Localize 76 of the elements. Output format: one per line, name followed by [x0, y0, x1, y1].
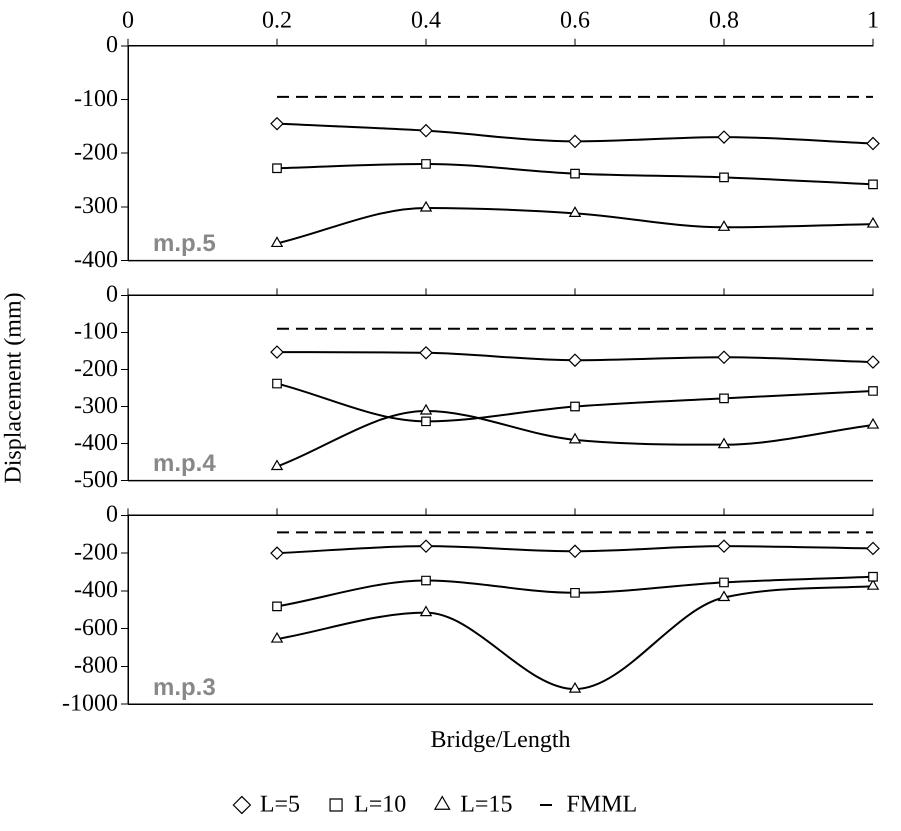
point	[568, 134, 582, 148]
y-tick-label: -300	[74, 392, 118, 419]
y-tick-label: -500	[74, 466, 118, 493]
y-tick-label: 0	[106, 282, 118, 308]
point	[718, 220, 730, 231]
point	[419, 124, 433, 138]
legend-label: L=5	[260, 791, 300, 818]
y-tick-label: -200	[74, 139, 118, 166]
annotation: m.p.5	[153, 230, 216, 258]
point	[568, 354, 582, 367]
point	[420, 201, 432, 212]
y-tick-label: 0	[106, 502, 118, 528]
y-axis-title: Displacement (mm)	[0, 292, 27, 484]
point	[569, 206, 581, 217]
point	[271, 236, 283, 248]
x-tick-label: 0.8	[709, 8, 739, 34]
y-tick-label: -400	[74, 577, 118, 604]
x-axis-title: Bridge/Length	[430, 726, 570, 753]
point	[719, 578, 729, 588]
point	[272, 602, 282, 612]
point	[270, 345, 284, 359]
point	[719, 172, 729, 182]
point	[868, 572, 878, 582]
point	[270, 546, 284, 560]
point	[868, 180, 878, 190]
annotation: m.p.4	[153, 450, 216, 478]
point	[568, 544, 582, 558]
y-tick-label: -1000	[62, 690, 118, 716]
point	[570, 168, 580, 178]
y-tick-label: -400	[74, 246, 118, 273]
legend-label: L=10	[354, 791, 406, 818]
y-tick-label: -100	[74, 86, 118, 112]
point	[421, 576, 431, 586]
x-tick-label: 0.6	[560, 8, 590, 34]
y-tick-label: -600	[74, 614, 118, 641]
y-tick-label: -300	[74, 193, 118, 220]
point	[272, 378, 282, 388]
point	[419, 540, 433, 553]
y-tick-label: -200	[74, 356, 118, 382]
x-tick-label: 1	[867, 8, 879, 34]
point	[718, 438, 730, 448]
point	[717, 130, 731, 144]
x-tick-label: 0.4	[411, 8, 441, 34]
y-tick-label: -100	[74, 318, 118, 345]
x-tick-label: 0	[122, 8, 134, 34]
y-tick-label: 0	[106, 32, 118, 58]
point	[866, 136, 880, 150]
point	[271, 632, 283, 643]
y-tick-label: -800	[74, 652, 118, 679]
point	[867, 418, 879, 429]
y-tick-label: -400	[74, 430, 118, 456]
point	[569, 682, 581, 693]
point	[866, 355, 880, 369]
point	[569, 433, 581, 444]
point	[419, 346, 433, 360]
point	[718, 590, 730, 602]
x-tick-label: 0.2	[262, 8, 292, 34]
point	[271, 460, 283, 470]
y-tick-label: -200	[74, 539, 118, 566]
point	[717, 540, 731, 553]
point	[420, 404, 432, 415]
point	[420, 606, 432, 616]
point	[270, 117, 284, 130]
point	[421, 416, 431, 426]
legend-label: FMML	[566, 791, 638, 818]
legend-label: L=15	[460, 791, 512, 818]
point	[717, 350, 731, 364]
point	[868, 386, 878, 396]
point	[272, 163, 282, 174]
point	[570, 402, 580, 412]
point	[867, 217, 879, 228]
point	[570, 588, 580, 598]
point	[421, 159, 431, 169]
annotation: m.p.3	[153, 674, 216, 701]
point	[866, 542, 880, 556]
point	[719, 394, 729, 404]
